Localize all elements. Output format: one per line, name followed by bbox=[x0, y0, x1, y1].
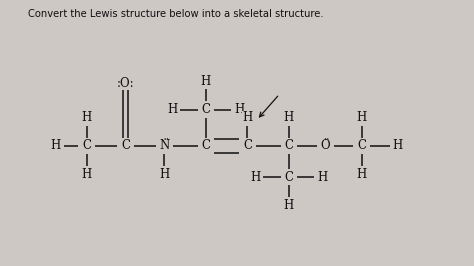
Text: H: H bbox=[356, 111, 367, 124]
Text: H: H bbox=[201, 75, 211, 88]
Text: Ö: Ö bbox=[320, 139, 330, 152]
Text: C: C bbox=[201, 139, 210, 152]
Text: H: H bbox=[284, 199, 294, 212]
Text: C: C bbox=[243, 139, 252, 152]
Text: H: H bbox=[82, 168, 91, 181]
Text: H: H bbox=[356, 168, 367, 181]
Text: H: H bbox=[82, 111, 91, 124]
Text: C: C bbox=[284, 171, 293, 184]
Text: H: H bbox=[235, 103, 245, 116]
Text: H: H bbox=[284, 111, 294, 124]
Text: C: C bbox=[82, 139, 91, 152]
Text: C: C bbox=[201, 103, 210, 116]
Text: C: C bbox=[121, 139, 130, 152]
Text: H: H bbox=[242, 111, 253, 124]
Text: H: H bbox=[250, 171, 260, 184]
Text: H: H bbox=[318, 171, 328, 184]
Text: :O:: :O: bbox=[117, 77, 134, 90]
Text: C: C bbox=[357, 139, 366, 152]
Text: H: H bbox=[50, 139, 61, 152]
Text: C: C bbox=[284, 139, 293, 152]
Text: N̈: N̈ bbox=[159, 139, 170, 152]
Text: Convert the Lewis structure below into a skeletal structure.: Convert the Lewis structure below into a… bbox=[28, 9, 323, 19]
Text: H: H bbox=[393, 139, 403, 152]
Text: H: H bbox=[167, 103, 177, 116]
Text: H: H bbox=[159, 168, 170, 181]
